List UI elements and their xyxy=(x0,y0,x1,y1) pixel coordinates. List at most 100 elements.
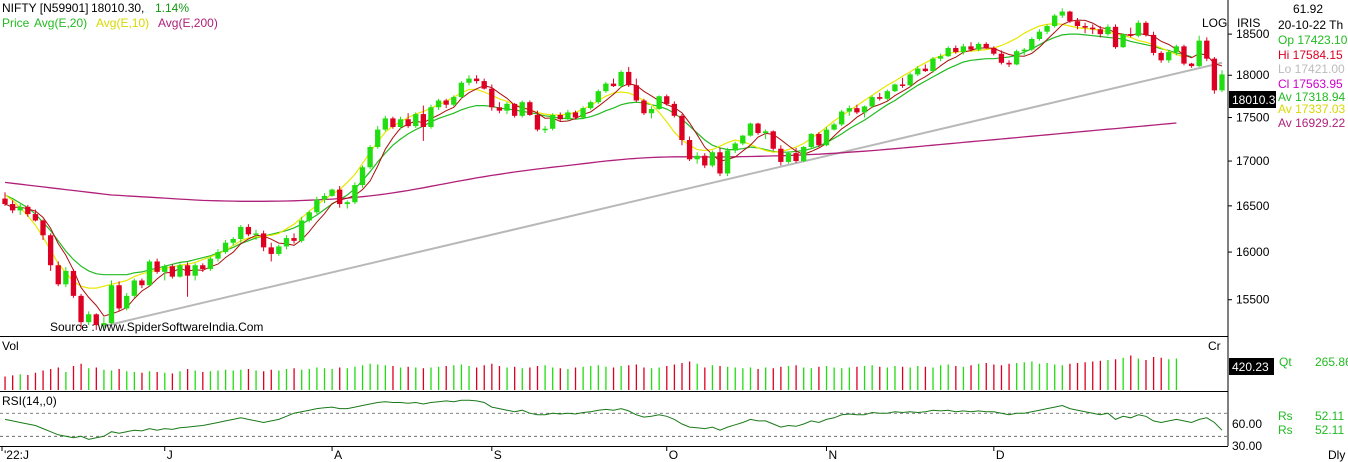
candle-body[interactable] xyxy=(679,115,685,141)
candle-body[interactable] xyxy=(405,119,411,127)
candle-body[interactable] xyxy=(283,238,290,247)
candle-body[interactable] xyxy=(473,78,480,82)
candle-body[interactable] xyxy=(78,295,84,323)
candle-body[interactable] xyxy=(344,202,350,205)
candle-body[interactable] xyxy=(953,47,959,53)
iris-label[interactable]: IRIS xyxy=(1237,16,1260,30)
candle-body[interactable] xyxy=(960,46,967,53)
candle-body[interactable] xyxy=(595,91,601,103)
candle-body[interactable] xyxy=(458,82,465,98)
candle-body[interactable] xyxy=(983,43,989,48)
candle-body[interactable] xyxy=(1211,58,1218,91)
candle-body[interactable] xyxy=(626,71,632,86)
candle-body[interactable] xyxy=(390,118,396,127)
candle-body[interactable] xyxy=(610,83,617,87)
candle-body[interactable] xyxy=(200,265,206,270)
candle-body[interactable] xyxy=(1150,34,1157,53)
candle-body[interactable] xyxy=(709,152,716,166)
candle-body[interactable] xyxy=(603,83,609,92)
candle-body[interactable] xyxy=(899,84,906,86)
candle-body[interactable] xyxy=(724,150,731,174)
candle-body[interactable] xyxy=(975,43,982,50)
candle-body[interactable] xyxy=(397,119,404,127)
candle-body[interactable] xyxy=(131,280,137,296)
candle-body[interactable] xyxy=(1204,40,1210,59)
candle-body[interactable] xyxy=(25,206,31,215)
candle-body[interactable] xyxy=(1105,26,1111,35)
price-panel[interactable] xyxy=(0,0,1228,336)
candle-body[interactable] xyxy=(435,100,442,108)
candle-body[interactable] xyxy=(884,91,890,99)
candle-body[interactable] xyxy=(1036,31,1043,39)
candle-body[interactable] xyxy=(329,189,335,196)
candle-body[interactable] xyxy=(778,148,784,162)
candle-body[interactable] xyxy=(298,220,305,241)
candle-body[interactable] xyxy=(1082,26,1088,28)
candle-body[interactable] xyxy=(9,204,16,211)
candle-body[interactable] xyxy=(184,265,191,276)
candle-body[interactable] xyxy=(86,314,92,323)
candle-body[interactable] xyxy=(892,84,898,92)
candle-body[interactable] xyxy=(337,189,343,205)
candle-body[interactable] xyxy=(55,265,61,285)
candle-body[interactable] xyxy=(177,265,183,277)
candle-body[interactable] xyxy=(907,74,913,86)
candle-body[interactable] xyxy=(276,246,282,254)
candle-body[interactable] xyxy=(588,102,594,109)
candle-body[interactable] xyxy=(1021,49,1027,52)
candle-body[interactable] xyxy=(40,220,46,236)
candle-body[interactable] xyxy=(937,56,944,59)
candle-body[interactable] xyxy=(260,233,267,248)
candle-body[interactable] xyxy=(1006,62,1012,65)
candle-body[interactable] xyxy=(1188,63,1195,67)
candle-body[interactable] xyxy=(839,111,845,125)
candle-body[interactable] xyxy=(146,261,153,286)
log-scale-label[interactable]: LOG xyxy=(1202,16,1227,30)
candle-body[interactable] xyxy=(572,112,579,118)
candle-body[interactable] xyxy=(367,146,373,168)
candle-body[interactable] xyxy=(1196,40,1202,67)
candle-body[interactable] xyxy=(861,106,868,113)
candle-body[interactable] xyxy=(831,124,837,130)
candle-body[interactable] xyxy=(489,88,495,108)
candle-body[interactable] xyxy=(747,123,754,136)
candle-body[interactable] xyxy=(641,100,647,114)
candle-body[interactable] xyxy=(108,285,115,324)
candle-body[interactable] xyxy=(245,226,252,235)
candle-body[interactable] xyxy=(869,97,875,107)
candle-body[interactable] xyxy=(998,53,1005,63)
candle-body[interactable] xyxy=(451,97,457,105)
candle-body[interactable] xyxy=(740,135,746,144)
candle-body[interactable] xyxy=(527,102,533,115)
candle-body[interactable] xyxy=(2,198,8,205)
candle-body[interactable] xyxy=(1097,29,1103,35)
candle-body[interactable] xyxy=(732,143,738,151)
candle-body[interactable] xyxy=(1090,27,1096,30)
candle-body[interactable] xyxy=(375,129,381,147)
candle-body[interactable] xyxy=(877,97,883,99)
candle-body[interactable] xyxy=(808,133,814,147)
candle-body[interactable] xyxy=(466,78,472,83)
candle-body[interactable] xyxy=(139,280,145,286)
candle-body[interactable] xyxy=(968,46,974,50)
candle-body[interactable] xyxy=(443,100,449,105)
candle-body[interactable] xyxy=(352,185,358,203)
candle-body[interactable] xyxy=(580,108,586,118)
candle-body[interactable] xyxy=(755,123,761,134)
candle-body[interactable] xyxy=(17,206,23,211)
candle-body[interactable] xyxy=(762,131,769,134)
candle-body[interactable] xyxy=(557,114,563,120)
candle-body[interactable] xyxy=(253,233,259,235)
candle-body[interactable] xyxy=(215,252,221,259)
candle-body[interactable] xyxy=(823,129,830,146)
candle-body[interactable] xyxy=(565,112,571,120)
candle-body[interactable] xyxy=(656,96,662,109)
candle-body[interactable] xyxy=(686,140,693,160)
candle-body[interactable] xyxy=(1067,11,1073,22)
candle-body[interactable] xyxy=(717,152,723,174)
candle-body[interactable] xyxy=(1044,26,1050,32)
candle-body[interactable] xyxy=(930,58,936,72)
candle-body[interactable] xyxy=(1181,46,1187,64)
candle-body[interactable] xyxy=(413,114,419,127)
candle-body[interactable] xyxy=(101,323,107,326)
